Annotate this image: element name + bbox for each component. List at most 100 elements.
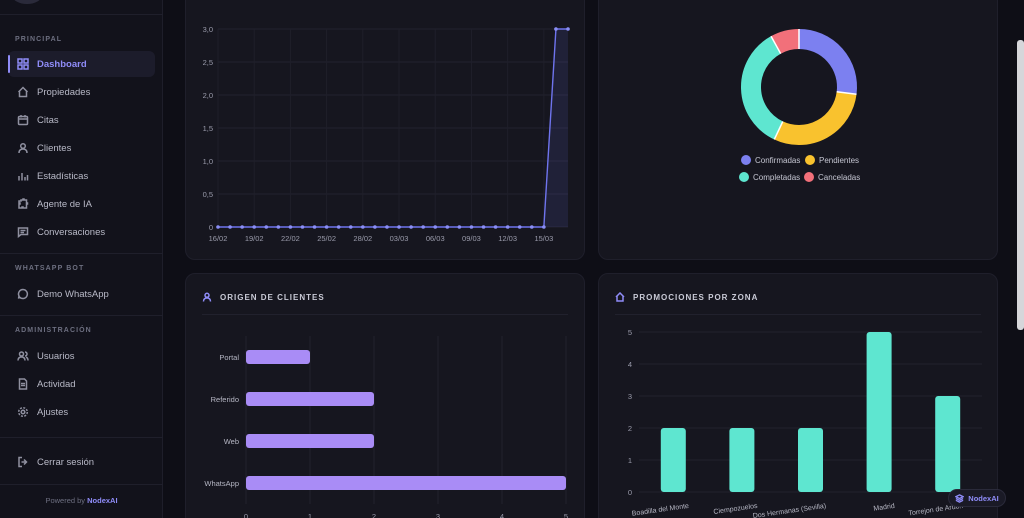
legend-canceladas: Canceladas	[804, 172, 860, 182]
bar-zone	[866, 332, 892, 492]
x-tick-label: 2	[372, 512, 376, 518]
sidebar-item-citas[interactable]: Citas	[8, 107, 155, 133]
legend-dot	[741, 155, 751, 165]
file-text-icon	[17, 378, 29, 390]
x-tick-label: 22/02	[281, 234, 300, 243]
nodexai-badge[interactable]: NodexAI	[948, 489, 1006, 507]
promociones-zona-card: PROMOCIONES POR ZONA 0 1 2 3 4 5 Boadilla del …	[598, 273, 998, 518]
x-tick-label: 3	[436, 512, 440, 518]
series-line	[218, 28, 568, 228]
slice-separator	[773, 121, 784, 140]
legend-label: Completadas	[753, 172, 801, 182]
x-tick-label: 12/03	[498, 234, 517, 243]
divider	[615, 314, 981, 315]
x-tick-label: 06/03	[426, 234, 445, 243]
logout-button[interactable]: Cerrar sesión	[8, 449, 155, 475]
origen-clientes-card: ORIGEN DE CLIENTES 0 1 2 3 4 5 Portal Referido W…	[185, 273, 585, 518]
y-tick-label: 0,5	[203, 190, 213, 199]
y-tick-label: 1,0	[203, 157, 213, 166]
sidebar-item-agente[interactable]: Agente de IA	[8, 191, 155, 217]
bar-zone	[729, 428, 755, 492]
sidebar-item-usuarios[interactable]: Usuarios	[8, 343, 155, 369]
card-header: PROMOCIONES POR ZONA	[615, 292, 758, 302]
data-point	[542, 225, 546, 229]
slice-separator	[836, 91, 857, 96]
gear-icon	[17, 406, 29, 418]
sidebar-item-estadisticas[interactable]: Estadísticas	[8, 163, 155, 189]
legend-label: Pendientes	[819, 155, 860, 165]
sidebar-item-label: Actividad	[37, 378, 76, 390]
donut-chart	[741, 29, 857, 145]
sidebar-item-label: Agente de IA	[37, 198, 92, 210]
data-point	[397, 225, 401, 229]
data-point	[324, 225, 329, 229]
y-tick-label: 1,5	[203, 124, 213, 133]
x-category-label: Dos Hermanas (Sevilla)	[752, 503, 826, 518]
x-category-label: Madrid	[873, 503, 895, 513]
donut-slice-completadas	[741, 36, 784, 140]
origen-bar-chart: 0 1 2 3 4 5 Portal Referido Web WhatsApp	[204, 336, 568, 518]
card-title: PROMOCIONES POR ZONA	[633, 292, 759, 302]
users-icon	[17, 350, 29, 362]
y-tick-label: 5	[628, 328, 632, 337]
data-point	[505, 225, 510, 229]
sidebar-item-dashboard[interactable]: Dashboard	[8, 51, 155, 77]
legend-confirmadas: Confirmadas	[741, 155, 800, 165]
sidebar-item-actividad[interactable]: Actividad	[8, 371, 155, 397]
y-category-label: Web	[224, 437, 239, 446]
data-point	[288, 225, 293, 229]
x-tick-label: 4	[500, 512, 504, 518]
data-point	[445, 225, 450, 229]
x-tick-label: 19/02	[245, 234, 264, 243]
y-category-label: Referido	[211, 395, 239, 404]
bar-referido	[246, 392, 374, 406]
section-admin: ADMINISTRACIÓN	[15, 327, 92, 334]
sidebar-item-label: Conversaciones	[37, 226, 106, 238]
divider	[0, 14, 163, 15]
x-tick-label: 25/02	[317, 234, 336, 243]
sidebar-item-label: Cerrar sesión	[37, 456, 95, 468]
section-principal: PRINCIPAL	[15, 36, 63, 43]
divider	[0, 484, 163, 485]
data-point	[264, 225, 269, 229]
data-point	[554, 27, 558, 31]
sidebar-item-label: Estadísticas	[37, 170, 89, 182]
data-point	[216, 225, 220, 229]
sidebar-item-propiedades[interactable]: Propiedades	[8, 79, 155, 105]
card-title: ORIGEN DE CLIENTES	[220, 292, 325, 302]
divider	[0, 315, 163, 316]
logout-icon	[17, 456, 29, 468]
logo	[12, 0, 42, 4]
data-point	[493, 225, 498, 229]
legend-pendientes: Pendientes	[805, 155, 859, 165]
donut-chart-card: Confirmadas Pendientes Completadas Cance…	[598, 0, 998, 260]
sidebar-item-conversaciones[interactable]: Conversaciones	[8, 219, 155, 245]
bar-zone	[935, 396, 961, 492]
donut-slice-confirmadas	[798, 29, 857, 95]
scrollbar[interactable]	[1017, 40, 1024, 330]
divider	[0, 253, 163, 254]
home-icon	[17, 86, 29, 98]
sidebar-item-label: Demo WhatsApp	[37, 288, 109, 300]
layers-icon	[955, 493, 965, 503]
data-point	[385, 225, 389, 229]
y-tick-label: 3	[628, 392, 632, 401]
bar-portal	[246, 350, 310, 364]
x-tick-label: 0	[244, 512, 248, 518]
divider	[202, 314, 568, 315]
x-tick-label: 03/03	[390, 234, 409, 243]
powered-by: Powered by NodexAI	[0, 496, 163, 505]
data-point	[228, 225, 232, 229]
data-point	[312, 225, 317, 229]
sidebar-item-ajustes[interactable]: Ajustes	[8, 399, 155, 425]
line-chart: 0 0,5 1,0 1,5 2,0 2,5 3,0 16/02 19/02 22/02 25/02 2…	[203, 25, 570, 243]
data-point	[361, 225, 365, 229]
home-icon	[615, 292, 625, 302]
sidebar-item-demo-whatsapp[interactable]: Demo WhatsApp	[8, 281, 155, 307]
line-chart-card: 0 0,5 1,0 1,5 2,0 2,5 3,0 16/02 19/02 22/02 25/02 2…	[185, 0, 585, 260]
sidebar-item-clientes[interactable]: Clientes	[8, 135, 155, 161]
divider	[0, 437, 163, 438]
y-tick-label: 3,0	[203, 25, 213, 34]
y-tick-label: 0	[628, 488, 632, 497]
